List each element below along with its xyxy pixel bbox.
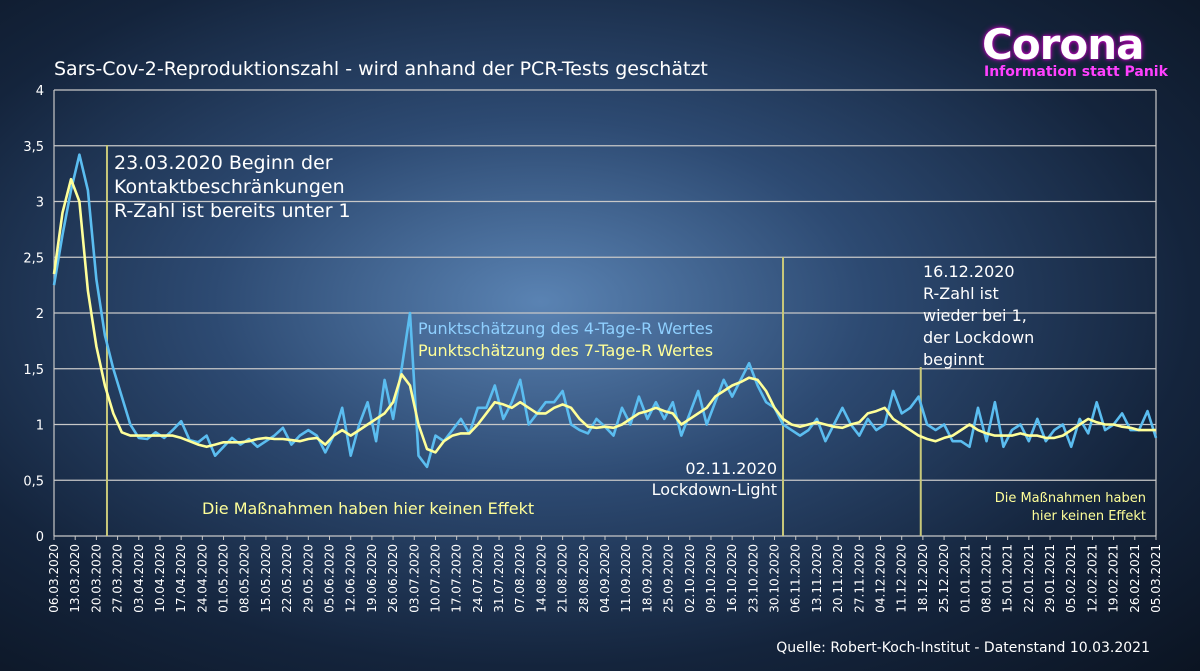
marker-label-lockdown: wieder bei 1, (923, 306, 1027, 325)
x-tick-label: 13.03.2020 (68, 544, 82, 613)
x-axis-tick-labels: 06.03.2020 13.03.2020 20.03.2020 27.03.2020… (47, 544, 1163, 613)
marker-label-lockdown: beginnt (923, 350, 984, 369)
marker-label-lockdown-light: 02.11.2020 (685, 459, 777, 478)
x-tick-label: 15.01.2021 (1001, 544, 1015, 613)
y-tick-label: 4 (36, 84, 44, 99)
y-tick-label: 1,5 (23, 363, 44, 378)
note-no-effect-right: Die Maßnahmen haben (995, 491, 1146, 506)
y-tick-label: 0,5 (23, 474, 44, 489)
x-tick-label: 06.03.2020 (47, 544, 61, 613)
x-tick-label: 22.01.2021 (1022, 544, 1036, 613)
y-tick-label: 3,5 (23, 140, 44, 155)
y-tick-label: 2,5 (23, 251, 44, 266)
x-tick-label: 05.06.2020 (323, 544, 337, 613)
y-axis-tick-labels: 0 0,5 1 1,5 2 2,5 3 3,5 4 (23, 84, 44, 545)
gridlines (53, 89, 1157, 540)
source-note: Quelle: Robert-Koch-Institut - Datenstan… (776, 640, 1150, 656)
x-tick-label: 29.01.2021 (1043, 544, 1057, 613)
x-tick-label: 11.09.2020 (619, 544, 633, 613)
x-tick-label: 03.07.2020 (407, 544, 421, 613)
x-tick-label: 10.04.2020 (153, 544, 167, 613)
x-tick-label: 05.02.2021 (1064, 544, 1078, 613)
x-tick-label: 04.09.2020 (598, 544, 612, 613)
x-tick-label: 10.07.2020 (428, 544, 442, 613)
x-tick-label: 04.12.2020 (874, 544, 888, 613)
y-tick-label: 1 (36, 419, 44, 434)
y-tick-label: 3 (36, 196, 44, 211)
marker-label-contact-restrictions: Kontaktbeschränkungen (114, 176, 345, 198)
legend-entry-4-tage: Punktschätzung des 4-Tage-R Wertes (418, 319, 713, 338)
x-tick-label: 20.11.2020 (831, 544, 845, 613)
x-tick-label: 26.06.2020 (386, 544, 400, 613)
note-no-effect-left: Die Maßnahmen haben hier keinen Effekt (202, 499, 534, 518)
marker-label-contact-restrictions: 23.03.2020 Beginn der (114, 152, 333, 174)
x-tick-label: 20.03.2020 (89, 544, 103, 613)
x-tick-label: 21.08.2020 (556, 544, 570, 613)
marker-label-lockdown: 16.12.2020 (923, 262, 1015, 281)
logo-tagline: Information statt Panik (984, 64, 1168, 80)
x-tick-label: 25.09.2020 (662, 544, 676, 613)
x-tick-label: 27.03.2020 (111, 544, 125, 613)
annotations: 23.03.2020 Beginn derKontaktbeschränkung… (114, 152, 1146, 524)
x-tick-label: 12.06.2020 (344, 544, 358, 613)
y-tick-label: 0 (36, 530, 44, 545)
x-tick-label: 23.10.2020 (746, 544, 760, 613)
x-tick-label: 14.08.2020 (534, 544, 548, 613)
x-tick-label: 11.12.2020 (895, 544, 909, 613)
x-tick-label: 25.12.2020 (937, 544, 951, 613)
x-tick-label: 28.08.2020 (577, 544, 591, 613)
x-tick-label: 07.08.2020 (513, 544, 527, 613)
marker-label-lockdown: R-Zahl ist (923, 284, 999, 303)
logo-word: Corona (982, 20, 1144, 69)
x-tick-label: 18.09.2020 (640, 544, 654, 613)
x-tick-label: 18.12.2020 (916, 544, 930, 613)
x-tick-label: 02.10.2020 (683, 544, 697, 613)
legend-entry-7-tage: Punktschätzung des 7-Tage-R Wertes (418, 341, 713, 360)
note-no-effect-right: hier keinen Effekt (1032, 509, 1146, 524)
x-tick-label: 31.07.2020 (492, 544, 506, 613)
marker-label-lockdown: der Lockdown (923, 328, 1034, 347)
x-tick-label: 19.02.2021 (1107, 544, 1121, 613)
marker-label-lockdown-light: Lockdown-Light (652, 480, 777, 499)
x-tick-label: 16.10.2020 (725, 544, 739, 613)
series-line-7-tage-r (52, 177, 1156, 454)
marker-label-contact-restrictions: R-Zahl ist bereits unter 1 (114, 200, 351, 222)
chart-title: Sars-Cov-2-Reproduktionszahl - wird anha… (54, 58, 708, 80)
x-tick-label: 27.11.2020 (852, 544, 866, 613)
x-tick-label: 05.03.2021 (1149, 544, 1163, 613)
x-tick-label: 30.10.2020 (768, 544, 782, 613)
x-tick-label: 17.07.2020 (450, 544, 464, 613)
x-tick-label: 15.05.2020 (259, 544, 273, 613)
corona-logo: Corona Information statt Panik (982, 20, 1168, 85)
x-tick-label: 17.04.2020 (174, 544, 188, 613)
x-tick-label: 22.05.2020 (280, 544, 294, 613)
x-tick-label: 19.06.2020 (365, 544, 379, 613)
x-tick-label: 09.10.2020 (704, 544, 718, 613)
x-tick-label: 24.07.2020 (471, 544, 485, 613)
x-tick-label: 06.11.2020 (789, 544, 803, 613)
x-tick-label: 01.01.2021 (958, 544, 972, 613)
x-tick-label: 26.02.2021 (1128, 544, 1142, 613)
y-tick-label: 2 (36, 307, 44, 322)
x-tick-label: 29.05.2020 (301, 544, 315, 613)
x-tick-label: 24.04.2020 (195, 544, 209, 613)
x-tick-label: 08.05.2020 (238, 544, 252, 613)
x-tick-label: 03.04.2020 (132, 544, 146, 613)
x-tick-label: 12.02.2021 (1085, 544, 1099, 613)
x-tick-label: 08.01.2021 (979, 544, 993, 613)
x-tick-label: 13.11.2020 (810, 544, 824, 613)
x-tick-label: 01.05.2020 (217, 544, 231, 613)
